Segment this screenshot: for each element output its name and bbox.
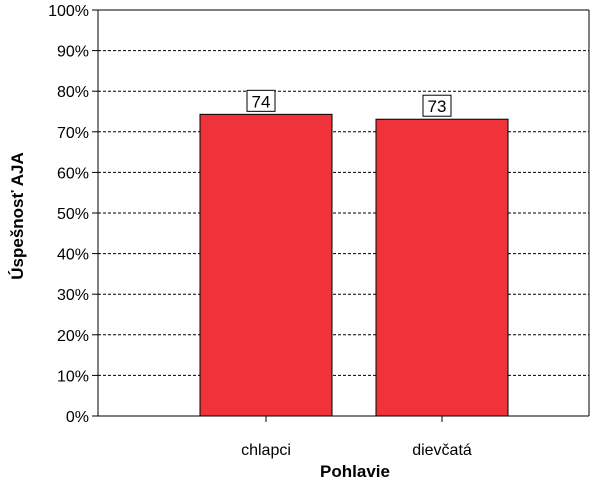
x-axis-title: Pohlavie [320, 462, 390, 481]
bars [199, 113, 509, 417]
y-tick-label: 80% [57, 84, 89, 101]
data-label: 73 [428, 97, 447, 116]
y-tick-label: 50% [57, 206, 89, 223]
x-tick-label: chlapci [241, 442, 291, 459]
y-tick-label: 90% [57, 44, 89, 61]
gridlines [98, 9, 589, 376]
y-axis-title: Úspešnosť AJA [8, 152, 27, 280]
y-tick-label: 100% [48, 3, 89, 20]
y-axis: 0% 10% 20% 30% 40% 50% 60% 70% 80% 90% 100% [48, 3, 590, 426]
y-tick-label: 0% [66, 409, 89, 426]
data-label-box [422, 94, 452, 117]
y-tick-label: 70% [57, 125, 89, 142]
bar-1 [199, 113, 333, 417]
data-label-box [246, 89, 276, 112]
bar-2 [375, 118, 509, 417]
data-labels: 74 73 [246, 89, 452, 117]
x-tick-label: dievčatá [412, 442, 472, 459]
x-axis: chlapci dievčatá [98, 415, 589, 459]
y-tick-label: 10% [57, 368, 89, 385]
data-label: 74 [252, 92, 271, 111]
y-tick-label: 30% [57, 287, 89, 304]
y-tick-label: 40% [57, 247, 89, 264]
y-tick-label: 20% [57, 328, 89, 345]
y-tick-label: 60% [57, 165, 89, 182]
